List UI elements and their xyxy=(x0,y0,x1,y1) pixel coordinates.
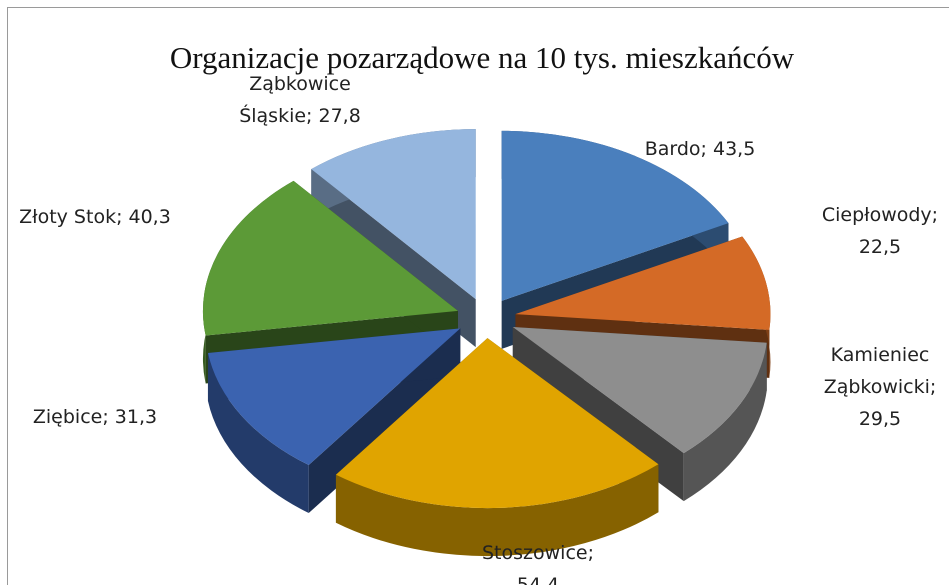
label-line: 29,5 xyxy=(859,408,901,430)
label-line: 22,5 xyxy=(859,236,901,258)
slice-side xyxy=(207,352,309,514)
data-label: Złoty Stok; 40,3 xyxy=(19,206,171,228)
slice xyxy=(202,180,458,336)
data-label: Stoszowice; 54,4 xyxy=(482,542,594,585)
chart-title: Organizacje pozarządowe na 10 tys. miesz… xyxy=(170,40,795,75)
slice xyxy=(512,327,767,454)
label-line: Ząbkowicki; xyxy=(824,376,937,398)
labels: Bardo; 43,5 Ciepłowody; 22,5 Kamieniec Ząbko… xyxy=(19,73,938,585)
label-line: Kamieniec xyxy=(831,344,930,366)
label-line: Ciepłowody; xyxy=(822,204,938,226)
label-line: 54,4 xyxy=(517,574,559,585)
data-label: Ciepłowody; 22,5 xyxy=(822,204,938,258)
label-line: Śląskie; 27,8 xyxy=(239,103,361,127)
label-line: Ziębice; 31,3 xyxy=(33,406,157,428)
label-line: Złoty Stok; 40,3 xyxy=(19,206,171,228)
slice xyxy=(311,129,476,300)
slice-side xyxy=(683,342,767,502)
slice xyxy=(207,328,461,466)
slice xyxy=(501,130,729,301)
data-label: Bardo; 43,5 xyxy=(645,138,756,160)
label-line: Stoszowice; xyxy=(482,542,594,564)
pie xyxy=(202,129,771,557)
slice xyxy=(335,338,659,509)
slice-side xyxy=(335,464,659,557)
data-label: Ziębice; 31,3 xyxy=(33,406,157,428)
label-line: Ząbkowice xyxy=(249,73,351,95)
slice xyxy=(515,236,771,330)
data-label: Kamieniec Ząbkowicki; 29,5 xyxy=(824,344,937,430)
data-label: Ząbkowice Śląskie; 27,8 xyxy=(239,73,361,127)
label-line: Bardo; 43,5 xyxy=(645,138,756,160)
